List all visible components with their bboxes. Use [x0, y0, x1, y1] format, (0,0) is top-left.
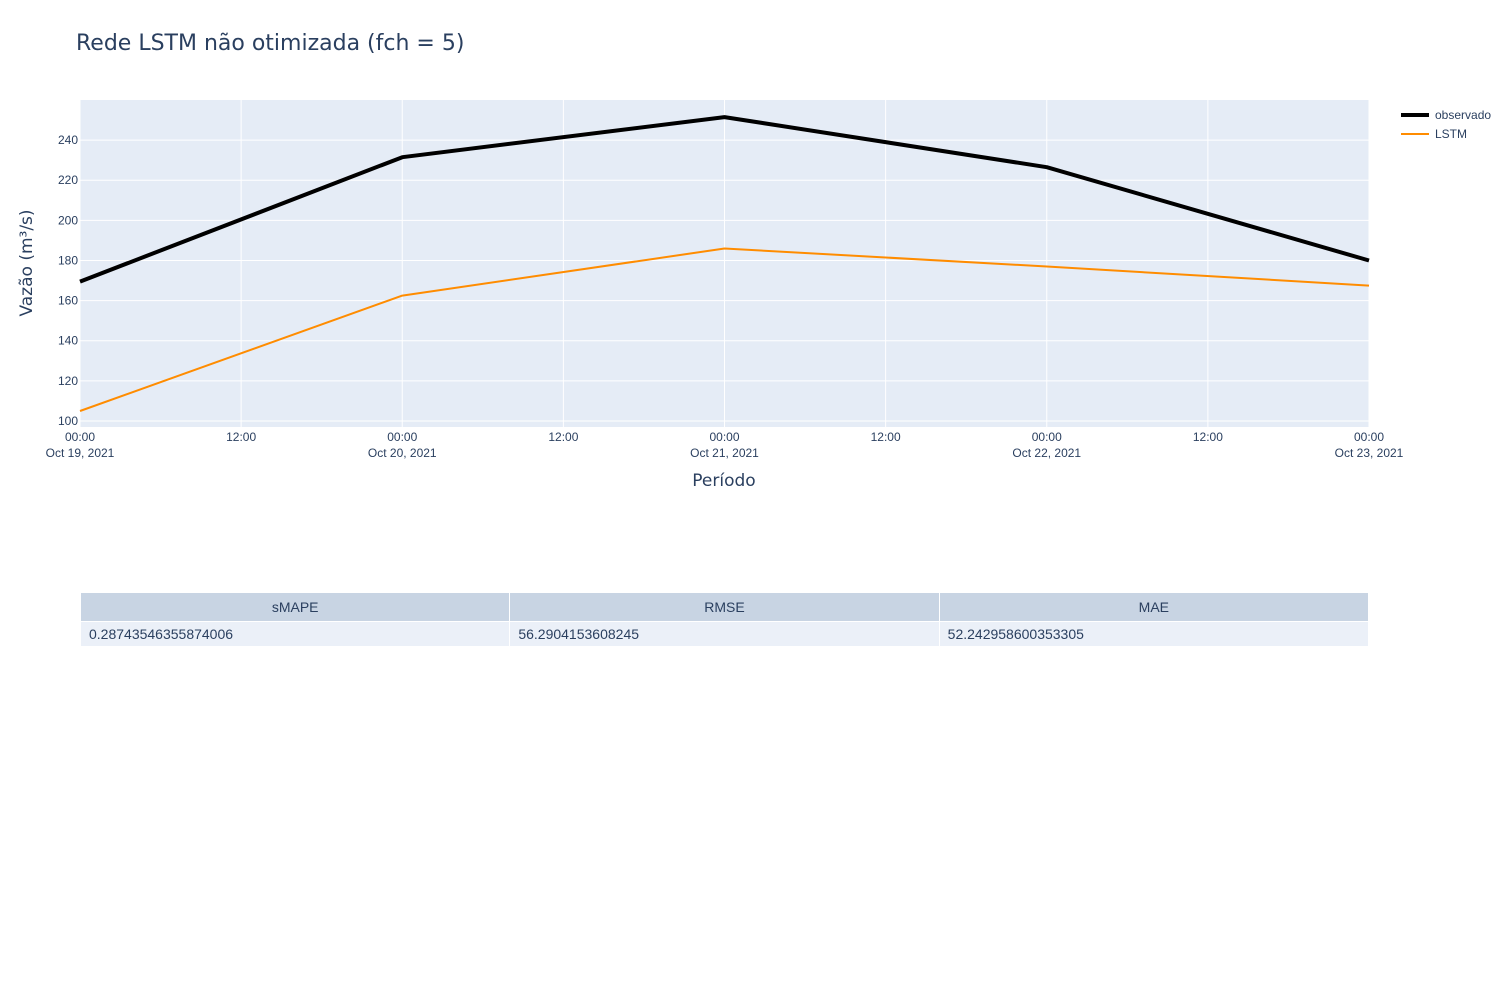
legend[interactable]: observado LSTM	[1401, 108, 1491, 141]
x-tick-time-label: 12:00	[1193, 430, 1223, 444]
x-tick-time-label: 00:00	[387, 430, 417, 444]
x-tick-date-label: Oct 23, 2021	[1335, 446, 1404, 460]
y-tick-label: 180	[58, 253, 78, 267]
y-tick-label: 240	[58, 133, 78, 147]
y-tick-label: 120	[58, 374, 78, 388]
metrics-table: sMAPE RMSE MAE 0.28743546355874006 56.29…	[80, 592, 1369, 647]
x-tick-time-label: 00:00	[709, 430, 739, 444]
metrics-header-rmse: RMSE	[510, 593, 939, 622]
y-tick-label: 140	[58, 334, 78, 348]
metrics-value-mae: 52.242958600353305	[939, 622, 1368, 647]
y-axis-title: Vazão (m³/s)	[17, 209, 37, 316]
x-tick-time-label: 00:00	[1354, 430, 1384, 444]
x-tick-time-label: 12:00	[548, 430, 578, 444]
x-tick-date-label: Oct 20, 2021	[368, 446, 437, 460]
legend-item-lstm[interactable]: LSTM	[1401, 127, 1467, 141]
metrics-header-row: sMAPE RMSE MAE	[81, 593, 1369, 622]
x-tick-time-label: 12:00	[871, 430, 901, 444]
metrics-value-rmse: 56.2904153608245	[510, 622, 939, 647]
legend-label: observado	[1435, 108, 1491, 122]
x-axis-title: Período	[692, 471, 755, 491]
metrics-header-smape: sMAPE	[81, 593, 510, 622]
legend-label: LSTM	[1435, 127, 1467, 141]
x-tick-date-label: Oct 22, 2021	[1012, 446, 1081, 460]
y-axis-ticks: 100 120 140 160 180 200 220 240	[58, 133, 78, 428]
metrics-header-mae: MAE	[939, 593, 1368, 622]
y-tick-label: 100	[58, 414, 78, 428]
metrics-value-smape: 0.28743546355874006	[81, 622, 510, 647]
x-tick-date-label: Oct 19, 2021	[46, 446, 115, 460]
chart-title: Rede LSTM não otimizada (fch = 5)	[76, 31, 464, 56]
x-tick-time-label: 00:00	[1032, 430, 1062, 444]
x-tick-time-label: 12:00	[226, 430, 256, 444]
legend-item-observado[interactable]: observado	[1401, 108, 1491, 122]
x-axis-ticks: 00:00 Oct 19, 2021 12:00 00:00 Oct 20, 2021 1…	[46, 430, 1404, 460]
y-tick-label: 200	[58, 213, 78, 227]
x-tick-date-label: Oct 21, 2021	[690, 446, 759, 460]
metrics-value-row: 0.28743546355874006 56.2904153608245 52.…	[81, 622, 1369, 647]
y-tick-label: 220	[58, 173, 78, 187]
y-tick-label: 160	[58, 294, 78, 308]
x-tick-time-label: 00:00	[65, 430, 95, 444]
